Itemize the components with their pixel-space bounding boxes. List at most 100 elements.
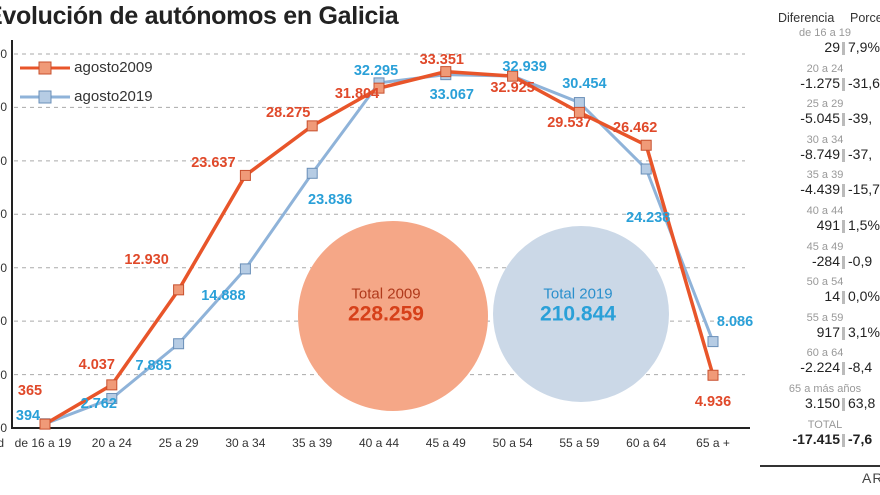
total-2019-value: 210.844 — [540, 302, 616, 326]
chart-title: Evolución de autónomos en Galicia — [0, 2, 399, 30]
total-2019-bubble — [493, 226, 669, 402]
y-tick-label: 5.000 — [0, 367, 7, 382]
row-age-label: 60 a 64 — [806, 347, 844, 360]
data-label-2019: 33.067 — [429, 86, 474, 103]
data-point-2019 — [306, 167, 318, 179]
row-difference: -2.224 — [800, 359, 840, 376]
x-tick-label: 60 a 64 — [626, 436, 667, 450]
legend-item-2019: agosto2019 — [20, 88, 153, 105]
row-age-label: 40 a 44 — [806, 205, 844, 217]
legend-label-2009: agosto2009 — [74, 59, 153, 76]
data-label-2019: 394 — [15, 407, 41, 424]
total-2009-label: Total 2009 — [351, 285, 421, 303]
x-tick-label: 35 a 39 — [292, 436, 333, 450]
row-separator — [842, 113, 845, 127]
legend-label-2019: agosto2019 — [74, 88, 153, 105]
row-age-label: 25 a 29 — [806, 98, 844, 111]
x-tick-label: de 16 a 19 — [14, 436, 72, 450]
data-label-2019: 7.885 — [135, 357, 172, 374]
legend-swatch-2009 — [20, 61, 70, 75]
row-separator — [842, 42, 845, 55]
row-separator — [842, 398, 845, 411]
row-difference: -1.275 — [800, 74, 840, 91]
data-label-2009: 365 — [17, 383, 43, 400]
data-label-2009: 29.537 — [547, 115, 592, 132]
data-label-2009: 32.925 — [490, 80, 535, 97]
x-tick-label: 65 a + — [696, 436, 730, 450]
data-label-2019: 2.762 — [80, 396, 117, 413]
x-axis-title: Edad — [0, 436, 5, 450]
difference-table: Diferencia Porce de 16 a 19 29 7,9% 20 a 24… — [760, 0, 880, 495]
y-tick-label: 30.000 — [0, 100, 7, 115]
row-difference: -8.749 — [800, 145, 840, 162]
divider — [760, 465, 880, 467]
row-age-label: 65 a más años — [788, 383, 862, 395]
row-percentage: 63,8 — [848, 395, 876, 411]
row-difference: -4.439 — [800, 181, 840, 198]
row-age-label: 55 a 59 — [806, 311, 844, 324]
row-percentage: -31,6 — [848, 74, 880, 91]
row-percentage: 1,5% — [848, 217, 880, 233]
row-age-label: 20 a 24 — [806, 62, 844, 75]
x-tick-label: 50 a 54 — [492, 436, 533, 450]
data-point-2019 — [239, 263, 251, 275]
source-credit: AR — [862, 470, 880, 486]
y-tick-label: 0 — [0, 421, 7, 435]
data-point-2009 — [373, 82, 385, 94]
data-point-2009 — [640, 139, 652, 151]
x-tick-label: 45 a 49 — [425, 436, 466, 450]
row-age-label: 50 a 54 — [806, 276, 844, 289]
data-label-2009: 33.351 — [419, 51, 464, 68]
data-point-2009 — [173, 284, 185, 296]
x-tick-label: 40 a 44 — [358, 436, 400, 450]
row-difference: -284 — [811, 252, 840, 269]
x-tick-label: 20 a 24 — [91, 436, 132, 450]
total-2009: Total 2009 228.259 — [348, 286, 424, 327]
data-point-2019 — [173, 338, 185, 350]
row-percentage: 0,0% — [848, 288, 880, 305]
total-2009-value: 228.259 — [348, 302, 424, 326]
data-label-2009: 12.930 — [124, 251, 169, 268]
line-chart — [11, 40, 750, 430]
row-age-label: 45 a 49 — [806, 240, 844, 253]
row-difference: 29 — [824, 39, 840, 55]
data-label-2019: 32.939 — [502, 59, 547, 76]
data-label-2009: 28.275 — [266, 104, 311, 121]
row-difference: 491 — [816, 217, 840, 233]
legend-swatch-2019 — [20, 90, 70, 104]
data-label-2019: 8.086 — [716, 313, 754, 330]
data-label-2019: 14.888 — [201, 287, 246, 304]
row-percentage: -7,6 — [848, 430, 873, 447]
row-separator — [842, 77, 845, 91]
row-percentage: -39, — [848, 110, 873, 127]
data-label-2009: 26.462 — [613, 120, 658, 137]
legend-item-2009: agosto2009 — [20, 59, 153, 76]
total-2009-bubble — [298, 221, 488, 411]
y-tick-label: 35.000 — [0, 47, 7, 61]
data-label-2009: 4.037 — [78, 356, 115, 373]
data-point-2019 — [106, 392, 118, 404]
y-tick-label: 20.000 — [0, 207, 7, 222]
row-separator — [842, 255, 845, 269]
row-age-label: 35 a 39 — [806, 169, 844, 182]
x-tick-label: 55 a 59 — [559, 436, 600, 450]
data-point-2019 — [707, 336, 719, 348]
data-label-2019: 30.454 — [562, 75, 607, 92]
row-separator — [842, 148, 845, 162]
row-difference: 14 — [824, 288, 840, 305]
data-label-2019: 23.836 — [308, 192, 353, 209]
data-point-2009 — [39, 418, 51, 430]
y-tick-label: 25.000 — [0, 153, 7, 168]
row-separator — [842, 220, 845, 233]
row-percentage: -0,9 — [848, 252, 873, 269]
data-point-2009 — [507, 70, 519, 82]
row-age-label: TOTAL — [807, 418, 843, 431]
row-difference: -17.415 — [792, 430, 840, 447]
row-difference: -5.045 — [800, 110, 840, 127]
data-point-2009 — [106, 379, 118, 391]
total-2019-label: Total 2019 — [543, 285, 613, 303]
row-percentage: 7,9% — [848, 39, 880, 55]
data-point-2019 — [640, 163, 652, 175]
row-separator — [842, 362, 845, 376]
y-tick-label: 10.000 — [0, 314, 7, 329]
